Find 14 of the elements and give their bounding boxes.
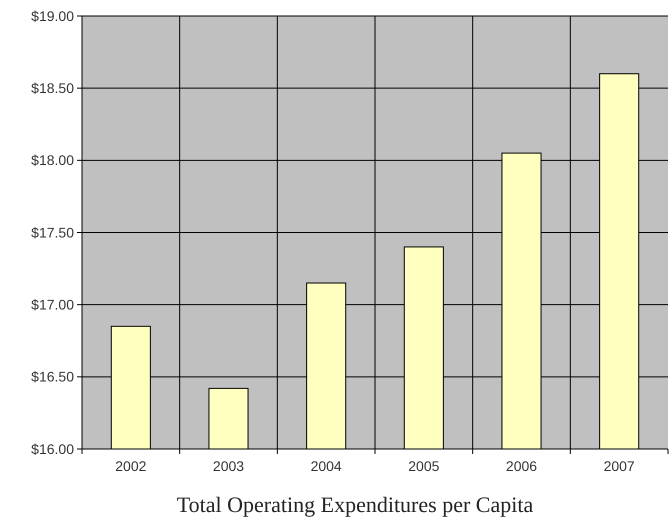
y-tick-label: $19.00 <box>31 8 74 24</box>
x-tick-label: 2006 <box>506 458 538 474</box>
x-tick-label: 2003 <box>212 458 244 474</box>
y-tick-label: $18.00 <box>31 152 74 168</box>
y-tick-label: $17.00 <box>31 296 74 313</box>
x-tick-label: 2005 <box>408 458 440 474</box>
x-tick-label: 2002 <box>115 458 147 474</box>
y-tick-label: $16.50 <box>31 368 74 385</box>
y-tick-label: $18.50 <box>31 80 74 96</box>
x-tick-label: 2007 <box>604 458 635 474</box>
y-tick-label: $16.00 <box>31 440 74 457</box>
y-tick-label: $17.50 <box>31 224 74 240</box>
x-tick-label: 2004 <box>310 458 342 474</box>
text: Total Operating Expenditures per Capita <box>176 492 534 517</box>
